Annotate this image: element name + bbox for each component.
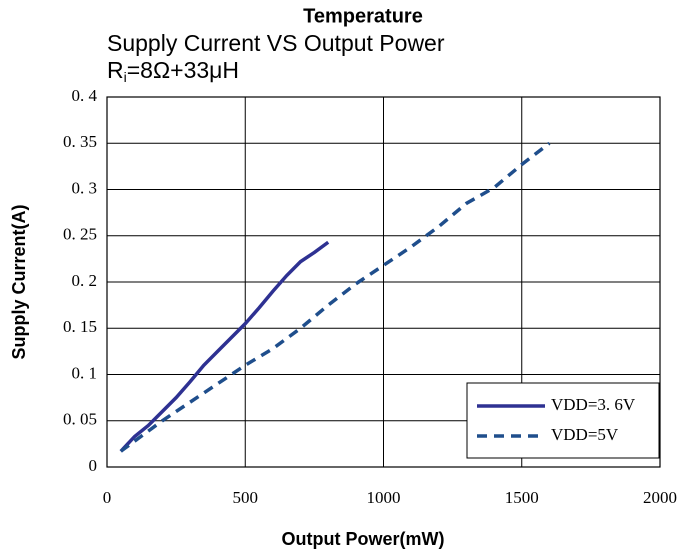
y-tick-label: 0. 25 <box>63 225 97 244</box>
legend-box <box>466 382 660 459</box>
condition-sub: i <box>124 69 127 85</box>
x-tick-label: 2000 <box>643 488 677 507</box>
condition: Ri=8Ω+33μH <box>107 57 239 85</box>
x-axis-label: Output Power(mW) <box>282 529 445 549</box>
chart-title: Temperature <box>303 5 423 27</box>
legend-label: VDD=5V <box>551 425 619 444</box>
plot-frame <box>106 96 661 468</box>
x-tick-label: 1000 <box>367 488 401 507</box>
x-tick-label: 0 <box>103 488 112 507</box>
chart-subtitle: Supply Current VS Output Power <box>107 30 445 56</box>
condition-base: R <box>107 57 124 83</box>
y-tick-label: 0. 1 <box>72 363 98 382</box>
y-tick-label: 0. 15 <box>63 317 97 336</box>
x-tick-label: 500 <box>233 488 259 507</box>
series-line <box>119 240 330 453</box>
x-tick-label: 1500 <box>505 488 539 507</box>
y-tick-label: 0 <box>89 456 98 475</box>
y-tick-label: 0. 3 <box>72 178 98 197</box>
y-axis-label: Supply Current(A) <box>9 204 29 359</box>
y-tick-label: 0. 4 <box>72 86 98 105</box>
legend-label: VDD=3. 6V <box>551 395 636 414</box>
condition-rest: =8Ω+33μH <box>127 57 239 83</box>
y-tick-label: 0. 35 <box>63 132 97 151</box>
y-tick-label: 0. 05 <box>63 410 97 429</box>
y-tick-label: 0. 2 <box>72 271 98 290</box>
